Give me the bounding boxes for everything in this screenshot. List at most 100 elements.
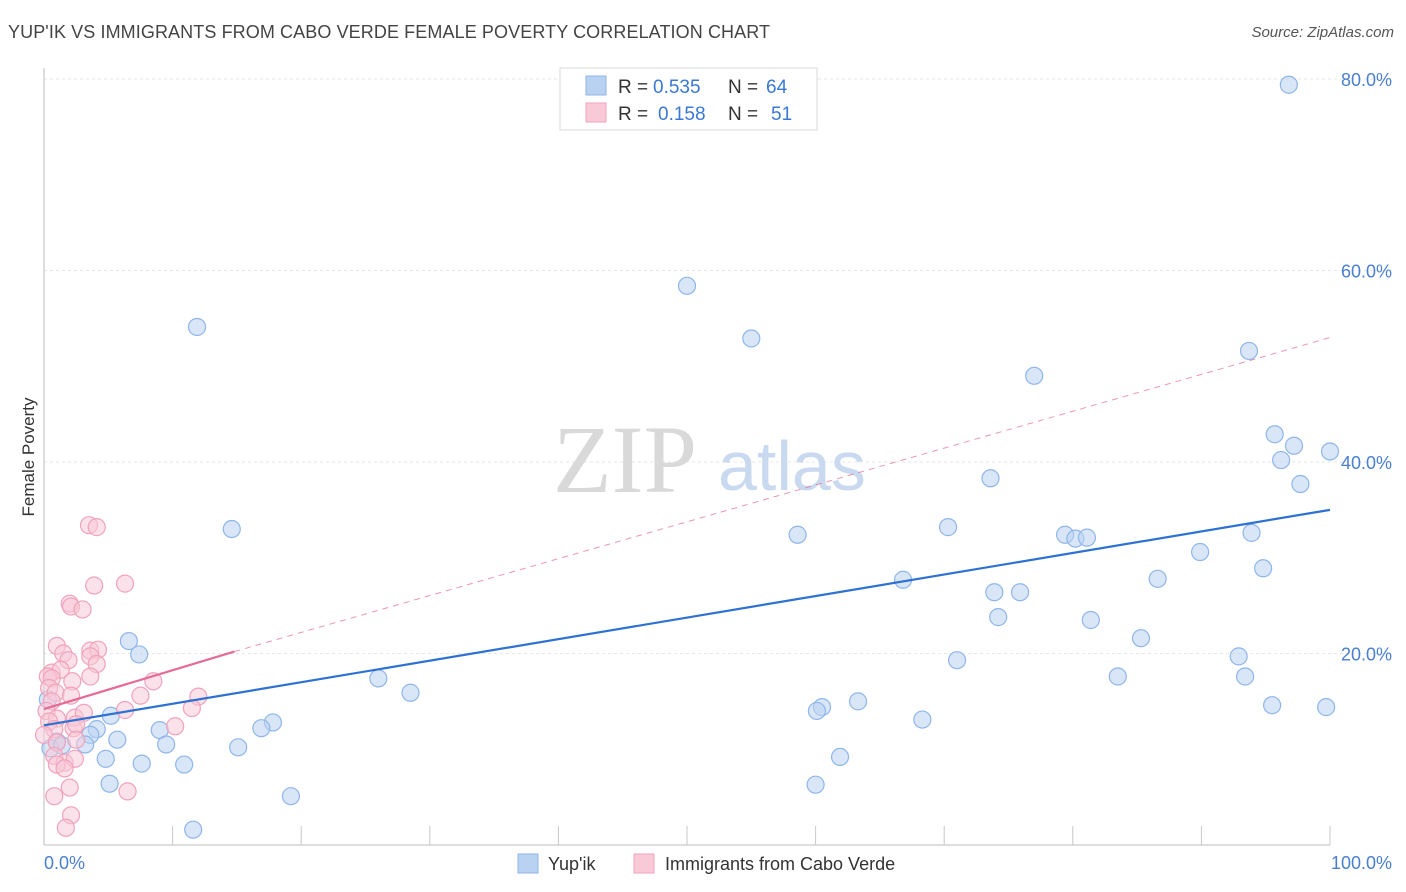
point-series-0-60 <box>806 775 825 794</box>
watermark-atlas: atlas <box>718 427 866 505</box>
point-series-0-25 <box>989 608 1008 627</box>
legend-r-label-2: R = <box>618 104 648 125</box>
legend-n-label-1: N = <box>728 77 758 98</box>
point-series-0-19 <box>1191 542 1210 562</box>
legend-n-label-2: N = <box>728 104 758 125</box>
point-series-0-54 <box>229 738 248 757</box>
bottom-legend-swatch-cabo-verde <box>633 853 655 874</box>
point-series-0-1 <box>677 276 697 295</box>
chart-title: YUP'IK VS IMMIGRANTS FROM CABO VERDE FEM… <box>8 22 771 42</box>
point-series-1-48 <box>118 782 137 801</box>
y-tick-label-20: 20.0% <box>1341 645 1392 665</box>
point-series-0-62 <box>184 820 203 839</box>
point-series-0-29 <box>130 645 149 664</box>
point-series-0-22 <box>1148 569 1167 588</box>
y-tick-label-80: 80.0% <box>1341 70 1392 90</box>
point-series-0-17 <box>1077 528 1097 547</box>
point-series-0-10 <box>1291 474 1310 494</box>
legend-r-value-1: 0.535 <box>653 77 701 98</box>
chart-source: Source: ZipAtlas.com <box>1251 24 1394 41</box>
point-series-0-13 <box>788 525 807 544</box>
point-series-0-41 <box>913 710 932 729</box>
point-series-1-6 <box>73 600 92 619</box>
point-series-1-45 <box>55 759 74 778</box>
legend-swatch-yupik <box>585 75 607 96</box>
bottom-legend: Yup'ik Immigrants from Cabo Verde <box>517 853 895 874</box>
point-series-1-40 <box>67 730 86 749</box>
point-series-0-35 <box>401 683 420 702</box>
trend-lines <box>43 337 1331 727</box>
point-series-0-28 <box>119 631 138 651</box>
point-series-1-37 <box>166 717 185 736</box>
point-series-0-38 <box>807 701 826 721</box>
legend-r-value-2: 0.158 <box>658 104 706 125</box>
legend-r-label-1: R = <box>618 77 648 98</box>
point-series-1-2 <box>85 576 104 595</box>
point-series-0-39 <box>1263 696 1282 715</box>
point-series-0-5 <box>1025 366 1044 385</box>
point-series-0-7 <box>1284 436 1304 455</box>
point-series-0-18 <box>1242 523 1261 542</box>
trend-line-0 <box>43 508 1331 727</box>
point-series-0-40 <box>1317 698 1336 717</box>
x-ticks <box>172 826 1331 845</box>
point-series-0-33 <box>1108 667 1127 686</box>
data-points <box>34 75 1340 839</box>
x-tick-label-min: 0.0% <box>44 853 85 873</box>
y-tick-labels: 20.0% 40.0% 60.0% 80.0% <box>1341 70 1392 665</box>
point-series-0-14 <box>938 518 958 537</box>
y-tick-label-40: 40.0% <box>1341 453 1392 473</box>
point-series-0-34 <box>369 669 388 688</box>
y-axis-label: Female Poverty <box>19 397 38 517</box>
point-series-0-31 <box>947 651 967 670</box>
point-series-0-23 <box>985 583 1004 602</box>
point-series-0-57 <box>830 747 850 767</box>
bottom-legend-swatch-yupik <box>517 853 539 874</box>
point-series-1-50 <box>56 818 75 837</box>
point-series-1-1 <box>87 518 106 537</box>
watermark: ZIP atlas <box>553 406 866 513</box>
point-series-0-27 <box>1131 629 1151 648</box>
point-series-0-24 <box>1010 583 1030 602</box>
point-series-0-32 <box>1236 667 1255 686</box>
point-series-0-9 <box>1272 450 1291 470</box>
point-series-0-8 <box>1320 442 1340 461</box>
x-tick-label-max: 100.0% <box>1331 853 1392 873</box>
point-series-0-48 <box>108 730 127 749</box>
trend-line-1 <box>43 650 235 711</box>
y-tick-label-60: 60.0% <box>1341 262 1392 282</box>
point-series-0-44 <box>252 719 271 738</box>
legend-n-value-2: 51 <box>771 104 792 125</box>
point-series-1-24 <box>131 686 150 705</box>
point-series-1-18 <box>81 667 100 686</box>
point-series-0-59 <box>100 774 119 793</box>
point-series-0-56 <box>132 754 151 773</box>
point-series-0-11 <box>981 469 1000 488</box>
point-series-0-53 <box>157 735 176 754</box>
point-series-1-46 <box>60 778 79 797</box>
legend: R = 0.535 N = 64 R = 0.158 N = 51 <box>559 67 818 131</box>
point-series-0-4 <box>1239 341 1259 361</box>
point-series-1-47 <box>45 787 64 806</box>
point-series-0-6 <box>1265 425 1284 444</box>
point-series-0-30 <box>1229 647 1248 666</box>
point-series-0-20 <box>1254 559 1273 578</box>
point-series-0-55 <box>96 749 115 768</box>
bottom-legend-label-yupik: Yup'ik <box>548 854 596 874</box>
point-series-1-3 <box>115 574 135 593</box>
legend-n-value-1: 64 <box>766 77 788 98</box>
gridlines <box>44 78 1393 654</box>
bottom-legend-label-cabo-verde: Immigrants from Cabo Verde <box>665 854 895 874</box>
point-series-0-26 <box>1081 610 1100 630</box>
point-series-0-12 <box>222 519 241 539</box>
point-series-0-58 <box>175 755 194 774</box>
legend-swatch-cabo-verde <box>585 102 607 123</box>
point-series-0-3 <box>742 329 761 348</box>
point-series-0-36 <box>848 692 868 711</box>
point-series-0-2 <box>187 317 207 337</box>
watermark-zip: ZIP <box>553 406 697 513</box>
trend-line-extension-1 <box>234 337 1331 653</box>
point-series-0-0 <box>1279 75 1298 94</box>
point-series-0-61 <box>281 787 301 806</box>
